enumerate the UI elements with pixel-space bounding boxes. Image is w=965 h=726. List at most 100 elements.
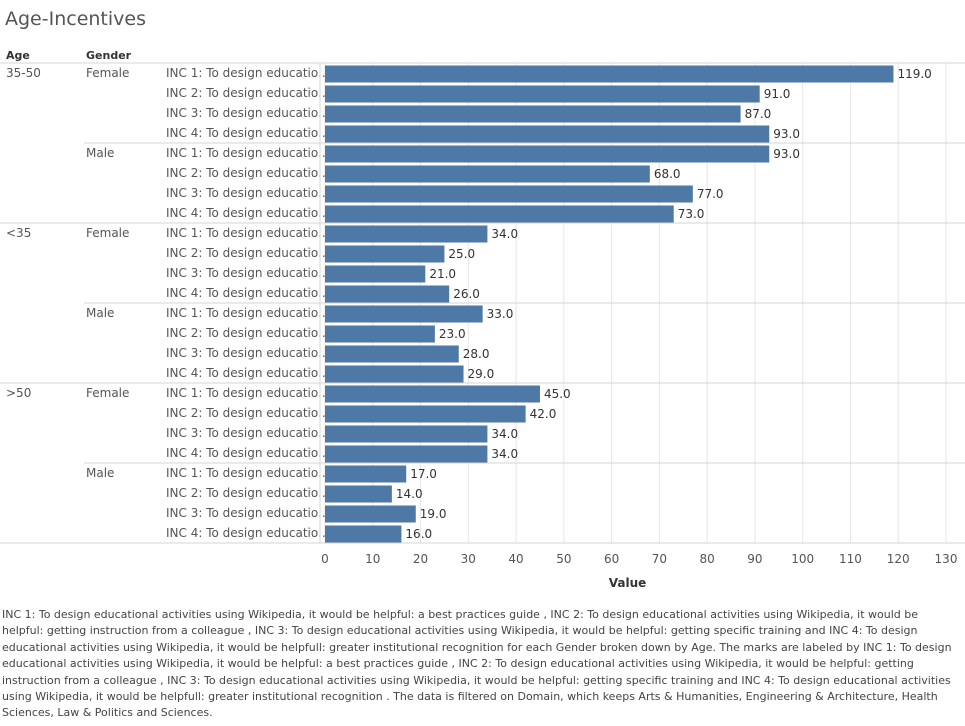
category-label: INC 1: To design educatio.. [166, 466, 326, 480]
data-label: 93.0 [773, 127, 800, 141]
bar [325, 285, 450, 303]
data-label: 68.0 [654, 167, 681, 181]
x-tick-label: 50 [556, 552, 571, 566]
bar [325, 385, 540, 403]
category-label: INC 1: To design educatio.. [166, 66, 326, 80]
row-header-gender: Gender [86, 49, 132, 62]
category-label: INC 2: To design educatio.. [166, 166, 326, 180]
bar [325, 325, 435, 343]
gender-label: Male [86, 306, 114, 320]
data-label: 19.0 [420, 507, 447, 521]
bar [325, 485, 392, 503]
x-tick-label: 100 [791, 552, 814, 566]
data-label: 14.0 [396, 487, 423, 501]
age-label: >50 [6, 386, 31, 400]
data-label: 34.0 [491, 447, 518, 461]
category-label: INC 2: To design educatio.. [166, 326, 326, 340]
age-label: 35-50 [6, 66, 41, 80]
category-label: INC 3: To design educatio.. [166, 426, 326, 440]
bar [325, 365, 464, 383]
data-label: 29.0 [468, 367, 495, 381]
bar [325, 345, 459, 363]
bar [325, 65, 894, 83]
category-label: INC 4: To design educatio.. [166, 286, 326, 300]
x-tick-label: 130 [935, 552, 958, 566]
data-label: 33.0 [487, 307, 514, 321]
x-tick-label: 30 [461, 552, 476, 566]
bar [325, 165, 650, 183]
bar [325, 125, 770, 143]
data-label: 26.0 [453, 287, 480, 301]
data-label: 21.0 [429, 267, 456, 281]
data-label: 77.0 [697, 187, 724, 201]
bar [325, 185, 693, 203]
bar [325, 225, 488, 243]
bar [325, 85, 760, 103]
gender-label: Female [86, 386, 129, 400]
bar-chart: Age Gender 35-50 Female INC 1: To design edu… [0, 49, 965, 590]
category-label: INC 2: To design educatio.. [166, 406, 326, 420]
data-label: 17.0 [410, 467, 437, 481]
data-label: 87.0 [745, 107, 772, 121]
x-tick-label: 110 [839, 552, 862, 566]
category-label: INC 3: To design educatio.. [166, 186, 326, 200]
bar [325, 145, 770, 163]
data-label: 25.0 [448, 247, 475, 261]
data-label: 91.0 [764, 87, 791, 101]
bar [325, 265, 426, 283]
gender-label: Female [86, 226, 129, 240]
bar [325, 465, 407, 483]
category-label: INC 4: To design educatio.. [166, 526, 326, 540]
x-tick-label: 90 [747, 552, 762, 566]
category-label: INC 1: To design educatio.. [166, 386, 326, 400]
category-label: INC 2: To design educatio.. [166, 486, 326, 500]
gender-label: Male [86, 146, 114, 160]
category-label: INC 4: To design educatio.. [166, 446, 326, 460]
category-label: INC 1: To design educatio.. [166, 306, 326, 320]
category-label: INC 3: To design educatio.. [166, 346, 326, 360]
data-label: 42.0 [530, 407, 557, 421]
category-label: INC 4: To design educatio.. [166, 366, 326, 380]
gender-label: Female [86, 66, 129, 80]
x-tick-label: 120 [887, 552, 910, 566]
gender-label: Male [86, 466, 114, 480]
category-label: INC 2: To design educatio.. [166, 246, 326, 260]
data-label: 34.0 [491, 427, 518, 441]
data-label: 119.0 [897, 67, 931, 81]
x-tick-label: 70 [652, 552, 667, 566]
data-label: 93.0 [773, 147, 800, 161]
bar [325, 305, 483, 323]
x-tick-label: 10 [365, 552, 380, 566]
x-tick-label: 80 [700, 552, 715, 566]
age-label: <35 [6, 226, 31, 240]
chart-caption: INC 1: To design educational activities … [2, 608, 952, 720]
x-tick-label: 40 [508, 552, 523, 566]
data-label: 34.0 [491, 227, 518, 241]
category-label: INC 3: To design educatio.. [166, 266, 326, 280]
category-label: INC 4: To design educatio.. [166, 126, 326, 140]
data-label: 73.0 [678, 207, 705, 221]
x-tick-label: 60 [604, 552, 619, 566]
bar [325, 205, 674, 223]
bar [325, 445, 488, 463]
x-axis-title: Value [609, 576, 647, 590]
bar [325, 105, 741, 123]
data-label: 28.0 [463, 347, 490, 361]
bar [325, 505, 416, 523]
x-tick-label: 0 [321, 552, 329, 566]
x-tick-label: 20 [413, 552, 428, 566]
chart-title: Age-Incentives [5, 8, 146, 30]
category-label: INC 1: To design educatio.. [166, 226, 326, 240]
bar [325, 245, 445, 263]
category-label: INC 3: To design educatio.. [166, 106, 326, 120]
data-label: 16.0 [405, 527, 432, 541]
category-label: INC 1: To design educatio.. [166, 146, 326, 160]
category-label: INC 3: To design educatio.. [166, 506, 326, 520]
data-label: 23.0 [439, 327, 466, 341]
data-label: 45.0 [544, 387, 571, 401]
category-label: INC 4: To design educatio.. [166, 206, 326, 220]
bar [325, 525, 402, 543]
row-header-age: Age [6, 49, 30, 62]
bar [325, 425, 488, 443]
bar [325, 405, 526, 423]
